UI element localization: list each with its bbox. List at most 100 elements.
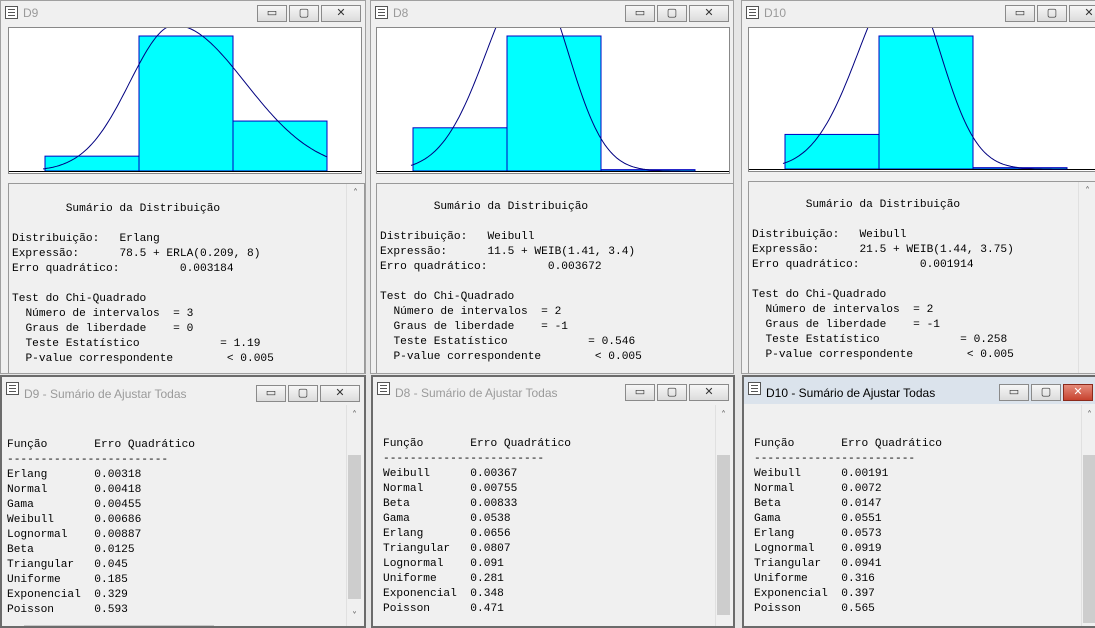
scroll-up-icon[interactable]: ˄ [1085,186,1090,197]
summary-heading-text: Sumário da Distribuição [805,199,961,211]
minimize-button[interactable]: ▭ [625,384,655,401]
fit-row-name: Erlang [754,528,795,540]
close-button[interactable]: ✕ [320,385,360,402]
maximize-button[interactable]: ▢ [1037,5,1067,22]
window-title: D8 [393,6,409,20]
minimize-button[interactable]: ▭ [257,5,287,22]
fit-row-name: Poisson [754,603,801,615]
titlebar[interactable]: D8 - Sumário de Ajustar Todas ▭ ▢ ✕ [373,377,733,404]
fit-row: Lognormal 0.091 [383,558,504,570]
close-button[interactable]: ✕ [1069,5,1095,22]
scroll-thumb[interactable] [348,455,361,599]
summary-text: Sumário da Distribuição Distribuição: Er… [12,202,274,367]
gl-label: Graus de liberdade [765,319,887,331]
summary-scrollbar[interactable]: ˄ [346,184,364,373]
fit-row: Erlang 0.00318 [7,469,141,481]
window-d8[interactable]: D8 ▭ ▢ ✕ Sumário da Distribuição Distrib… [370,0,734,374]
fit-row: Gama 0.0551 [754,513,882,525]
fit-row: Uniforme 0.185 [7,574,128,586]
fit-pane[interactable]: Função Erro Quadrático -----------------… [746,405,1095,626]
fit-row-name: Erlang [383,528,424,540]
scroll-up-icon[interactable]: ˄ [352,410,357,421]
scroll-up-icon[interactable]: ˄ [1087,410,1092,421]
scroll-up-icon[interactable]: ˄ [721,410,726,421]
expr-label: Expressão: [752,244,820,256]
histogram-bar [784,133,880,170]
fit-row: Triangular 0.0941 [754,558,882,570]
fit-row-value: 0.0125 [94,544,135,556]
histogram-bar [878,35,974,170]
gl-value: = -1 [913,319,941,331]
summary-pane[interactable]: Sumário da Distribuição Distribuição: We… [376,183,733,373]
fit-rows: Weibull 0.00191 Normal 0.0072 Beta 0.014… [754,468,888,615]
maximize-button[interactable]: ▢ [1031,384,1061,401]
histogram-bar [412,127,508,172]
n-label: Número de intervalos [393,306,528,318]
scroll-thumb[interactable] [717,455,730,615]
close-button[interactable]: ✕ [689,5,729,22]
fit-scrollbar[interactable]: ˄ [1081,405,1095,626]
titlebar[interactable]: D9 - Sumário de Ajustar Todas ▭ ▢ ✕ [2,377,364,404]
chi-title: Test do Chi-Quadrado [12,293,147,305]
window-d9[interactable]: D9 ▭ ▢ ✕ Sumário da Distribuição Distrib… [0,0,366,374]
summary-pane[interactable]: Sumário da Distribuição Distribuição: Er… [8,183,365,373]
scroll-up-icon[interactable]: ˄ [353,188,358,199]
err-value: 0.003672 [547,261,602,273]
minimize-button[interactable]: ▭ [1005,5,1035,22]
col-err-header: Erro Quadrático [470,438,572,450]
titlebar[interactable]: D10 ▭ ▢ ✕ [742,1,1095,27]
minimize-button[interactable]: ▭ [625,5,655,22]
summary-pane[interactable]: Sumário da Distribuição Distribuição: We… [748,181,1095,373]
header-rule: ------------------------ [383,453,545,465]
fit-row-name: Triangular [7,559,75,571]
fit-window-d8[interactable]: D8 - Sumário de Ajustar Todas ▭ ▢ ✕ Funç… [371,375,735,628]
scroll-thumb[interactable] [1083,455,1095,623]
fit-pane[interactable]: Função Erro Quadrático -----------------… [375,405,731,626]
fit-row-value: 0.00755 [470,483,518,495]
minimize-button[interactable]: ▭ [256,385,286,402]
fit-row-value: 0.329 [94,589,128,601]
fit-row-value: 0.0072 [841,483,882,495]
gl-value: = -1 [541,321,569,333]
fit-row-name: Gama [7,499,34,511]
err-label: Erro quadrático: [752,259,860,271]
hscroll-track [24,625,214,626]
maximize-button[interactable]: ▢ [288,385,318,402]
fit-window-d10[interactable]: D10 - Sumário de Ajustar Todas ▭ ▢ ✕ Fun… [742,375,1095,628]
titlebar[interactable]: D10 - Sumário de Ajustar Todas ▭ ▢ ✕ [744,377,1095,404]
fit-row: Normal 0.0072 [754,483,882,495]
fit-scrollbar[interactable]: ˄ ˅ [346,405,362,626]
fit-row-value: 0.397 [841,588,875,600]
fit-row-name: Beta [754,498,781,510]
expr-label: Expressão: [380,246,448,258]
fit-row-value: 0.316 [841,573,875,585]
fit-row: Gama 0.00455 [7,499,141,511]
close-button[interactable]: ✕ [1063,384,1093,401]
maximize-button[interactable]: ▢ [657,5,687,22]
histogram-chart [749,28,1095,170]
expr-value: 11.5 + WEIB(1.41, 3.4) [487,246,636,258]
fit-pane[interactable]: Função Erro Quadrático -----------------… [4,405,362,626]
titlebar[interactable]: D9 ▭ ▢ ✕ [1,1,365,27]
close-button[interactable]: ✕ [321,5,361,22]
minimize-button[interactable]: ▭ [999,384,1029,401]
pv-value: < 0.005 [966,349,1014,361]
fit-row-name: Poisson [383,603,430,615]
histogram-icon [375,6,388,19]
fit-row: Normal 0.00418 [7,484,141,496]
close-button[interactable]: ✕ [689,384,729,401]
fit-row-name: Triangular [383,543,451,555]
dist-value: Erlang [119,233,160,245]
window-d10[interactable]: D10 ▭ ▢ ✕ Sumário da Distribuição Distri… [741,0,1095,374]
fit-row-name: Gama [754,513,781,525]
maximize-button[interactable]: ▢ [657,384,687,401]
summary-scrollbar[interactable]: ˄ [1078,182,1095,373]
fit-row-name: Weibull [7,514,54,526]
scroll-down-icon[interactable]: ˅ [352,611,357,622]
fit-row-name: Weibull [754,468,801,480]
titlebar[interactable]: D8 ▭ ▢ ✕ [371,1,733,27]
maximize-button[interactable]: ▢ [289,5,319,22]
fit-scrollbar[interactable]: ˄ [715,405,731,626]
fitted-density-curve [410,28,695,172]
fit-window-d9[interactable]: D9 - Sumário de Ajustar Todas ▭ ▢ ✕ Funç… [0,375,366,628]
